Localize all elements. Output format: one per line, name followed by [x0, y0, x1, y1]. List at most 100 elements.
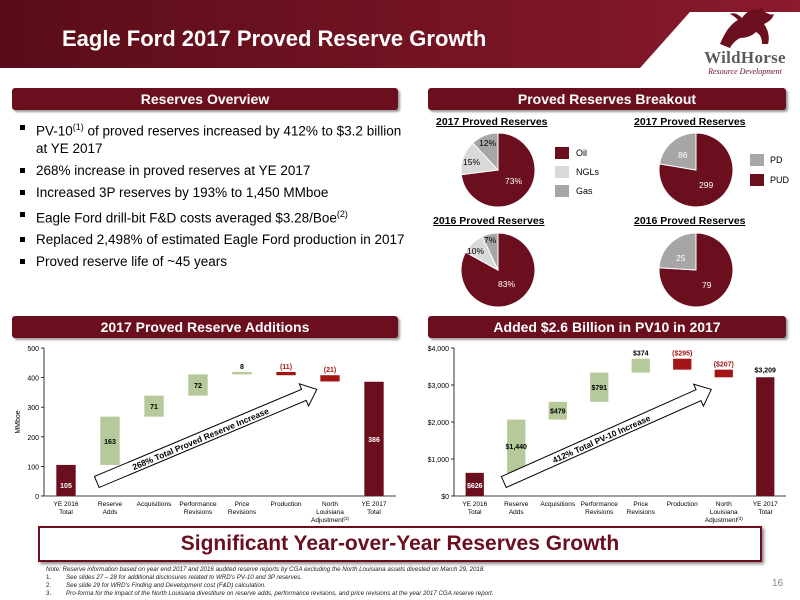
- legend-label-gas: Gas: [576, 186, 593, 196]
- pie-slice: [471, 132, 499, 172]
- y-tick-label: $0: [441, 494, 449, 501]
- proved-reserves-breakout-heading: Proved Reserves Breakout: [428, 88, 786, 110]
- category-label: Performance: [581, 501, 619, 508]
- pie-label: 10%: [467, 246, 485, 256]
- footnote-item: 1. See slides 27 – 28 for additional disc…: [46, 574, 302, 581]
- footnote-item: 3. Pro-forma for the impact of the North …: [46, 590, 494, 597]
- bullet-item: Replaced 2,498% of estimated Eagle Ford …: [18, 231, 413, 248]
- legend-swatch-oil: [555, 147, 569, 159]
- horse-logo-icon: [720, 6, 774, 49]
- y-tick-label: $4,000: [428, 346, 450, 353]
- bullet-item: Proved reserve life of ~45 years: [18, 253, 413, 270]
- bar-value-label: $791: [591, 385, 607, 392]
- y-tick-label: $2,000: [428, 420, 450, 427]
- company-logo: WildHorse Resource Development: [690, 4, 800, 82]
- logo-subtitle: Resource Development: [708, 67, 782, 76]
- category-label: Total: [758, 509, 772, 516]
- pie-slice: [460, 232, 536, 308]
- waterfall-bar: [364, 381, 384, 496]
- bar-value-label: ($207): [714, 362, 734, 369]
- category-label: YE 2016: [462, 501, 487, 508]
- pie-title-2017-commodity: 2017 Proved Reserves: [436, 116, 548, 128]
- waterfall-bar: [673, 358, 692, 370]
- page-number: 16: [772, 578, 784, 589]
- pie-slice: [481, 232, 499, 271]
- category-label: Total: [468, 509, 482, 516]
- waterfall-bar: [631, 358, 650, 373]
- pie-slice: [658, 132, 734, 208]
- category-label: Adds: [103, 509, 119, 516]
- pie-title-2017-category: 2017 Proved Reserves: [634, 116, 746, 128]
- category-label: Price: [633, 501, 648, 508]
- waterfall-bar: [232, 371, 252, 375]
- category-label: YE 2016: [54, 501, 79, 508]
- waterfall-bar: [590, 372, 609, 402]
- category-label: Performance: [179, 501, 217, 508]
- reserves-overview-heading: Reserves Overview: [12, 88, 398, 110]
- category-label: Reserve: [98, 501, 123, 508]
- bar-value-label: $479: [550, 409, 566, 416]
- category-label: Revisions: [228, 509, 257, 516]
- header-band: Eagle Ford 2017 Proved Reserve Growth: [0, 0, 800, 80]
- bullet-item: 268% increase in proved reserves at YE 2…: [18, 162, 413, 179]
- category-label: Louisiana: [710, 509, 738, 516]
- bar-value-label: 71: [150, 404, 158, 411]
- bullet-item: Eagle Ford drill-bit F&D costs averaged …: [18, 206, 413, 227]
- category-label: Revisions: [184, 509, 213, 516]
- category-label: Adjustment(3): [311, 516, 350, 524]
- category-label: Adjustment(3): [705, 516, 744, 524]
- bar-value-label: $3,209: [755, 367, 777, 374]
- waterfall-bar: [548, 401, 567, 420]
- waterfall-bar: [276, 371, 296, 376]
- category-label: North: [716, 501, 732, 508]
- pie-slice: [658, 232, 697, 271]
- footnote-intro: Note: Reserve information based on year …: [46, 566, 486, 573]
- category-label: YE 2017: [753, 501, 778, 508]
- legend-label-ngls: NGLs: [576, 167, 600, 177]
- waterfall-bar: [465, 472, 484, 496]
- waterfall-bar: [56, 464, 76, 496]
- pie-label: 299: [699, 180, 714, 190]
- category-label: Acquisitions: [137, 501, 172, 508]
- bar-value-label: $626: [467, 483, 483, 490]
- category-label: Acquisitions: [540, 501, 575, 508]
- bar-value-label: 105: [60, 483, 72, 490]
- pie-title-2016-category: 2016 Proved Reserves: [634, 215, 746, 227]
- bar-value-label: ($295): [672, 351, 692, 358]
- category-label: Louisiana: [316, 509, 344, 516]
- pie-label: 15%: [463, 157, 481, 167]
- y-tick-label: 0: [35, 494, 39, 501]
- footnotes: Note: Reserve information based on year …: [46, 566, 746, 598]
- legend-swatch-ngls: [555, 166, 569, 178]
- summary-banner: Significant Year-over-Year Reserves Grow…: [38, 526, 762, 562]
- pie-label: 25: [676, 253, 686, 263]
- category-label: Adds: [509, 509, 525, 516]
- reserve-additions-heading: 2017 Proved Reserve Additions: [12, 316, 398, 338]
- waterfall-bar: [320, 375, 340, 382]
- bar-value-label: 8: [240, 364, 244, 371]
- bar-value-label: 386: [368, 437, 380, 444]
- y-tick-label: 400: [27, 376, 39, 383]
- waterfall-bar: [756, 377, 775, 496]
- waterfall-bar: [507, 419, 526, 473]
- arrow-label: 412% Total PV-10 Increase: [551, 413, 652, 465]
- pie-slice: [658, 132, 697, 171]
- reserves-overview-bullets: PV-10(1) of proved reserves increased by…: [18, 119, 413, 275]
- footnote-item: 2. See slide 29 for WRD's Finding and Dev…: [46, 582, 266, 589]
- category-label: Reserve: [504, 501, 529, 508]
- bar-value-label: $374: [633, 351, 649, 358]
- y-tick-label: 200: [27, 435, 39, 442]
- pv10-heading: Added $2.6 Billion in PV10 in 2017: [428, 316, 786, 338]
- bullet-item: Increased 3P reserves by 193% to 1,450 M…: [18, 184, 413, 201]
- category-label: Production: [270, 501, 301, 508]
- page-title: Eagle Ford 2017 Proved Reserve Growth: [62, 26, 487, 51]
- bullet-item: PV-10(1) of proved reserves increased by…: [18, 119, 413, 157]
- waterfall-bar: [100, 416, 120, 465]
- waterfall-bar: [144, 395, 164, 417]
- y-tick-label: $3,000: [428, 383, 450, 390]
- legend-swatch-gas: [555, 185, 569, 197]
- pie-label: 7%: [484, 235, 497, 245]
- category-label: Price: [235, 501, 250, 508]
- category-label: Total: [59, 509, 73, 516]
